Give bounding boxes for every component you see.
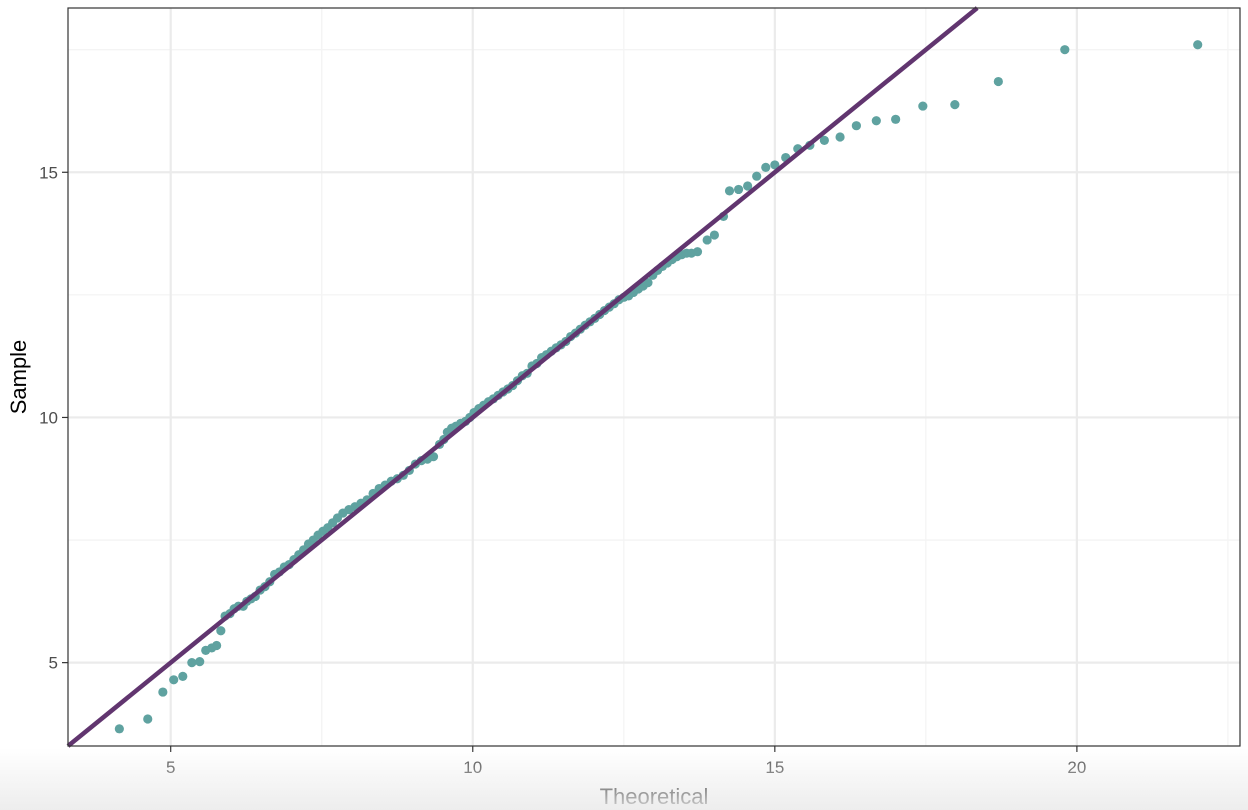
- data-point: [761, 162, 771, 172]
- y-axis-title: Sample: [6, 340, 31, 415]
- reference-line: [66, 6, 979, 748]
- data-point: [752, 171, 762, 181]
- y-axis-ticks: 5 10 15: [39, 163, 68, 673]
- data-point: [195, 657, 205, 667]
- x-tick-label: 20: [1067, 758, 1086, 777]
- data-point: [1060, 45, 1070, 55]
- data-point: [643, 278, 653, 288]
- data-point: [158, 687, 168, 697]
- data-point: [724, 186, 735, 196]
- data-point: [114, 724, 124, 734]
- data-point: [891, 114, 901, 124]
- data-point: [918, 101, 928, 111]
- data-point: [692, 247, 703, 257]
- data-point: [216, 626, 226, 636]
- data-point: [770, 160, 780, 170]
- data-point: [871, 116, 881, 126]
- x-tick-label: 5: [166, 758, 175, 777]
- data-point: [143, 714, 153, 724]
- data-point: [187, 658, 197, 668]
- data-point: [702, 235, 712, 245]
- x-tick-label: 10: [463, 758, 482, 777]
- data-point: [743, 181, 753, 191]
- data-point: [993, 76, 1003, 87]
- data-point: [819, 135, 829, 145]
- panel-border: [67, 7, 1241, 747]
- minor-gridlines: [68, 8, 1240, 746]
- data-point: [169, 675, 179, 685]
- y-tick-label: 15: [39, 163, 58, 182]
- data-point: [428, 452, 439, 462]
- x-axis-title: Theoretical: [600, 784, 709, 809]
- data-point: [1193, 40, 1203, 50]
- major-gridlines: [68, 8, 1240, 746]
- y-tick-label: 5: [49, 654, 58, 673]
- data-point: [178, 671, 188, 681]
- x-tick-label: 15: [765, 758, 784, 777]
- y-tick-label: 10: [39, 408, 58, 427]
- data-point: [851, 121, 861, 131]
- data-point: [835, 132, 845, 142]
- data-point: [212, 640, 222, 651]
- data-point: [950, 100, 960, 110]
- data-point: [733, 184, 744, 195]
- data-point: [709, 230, 720, 240]
